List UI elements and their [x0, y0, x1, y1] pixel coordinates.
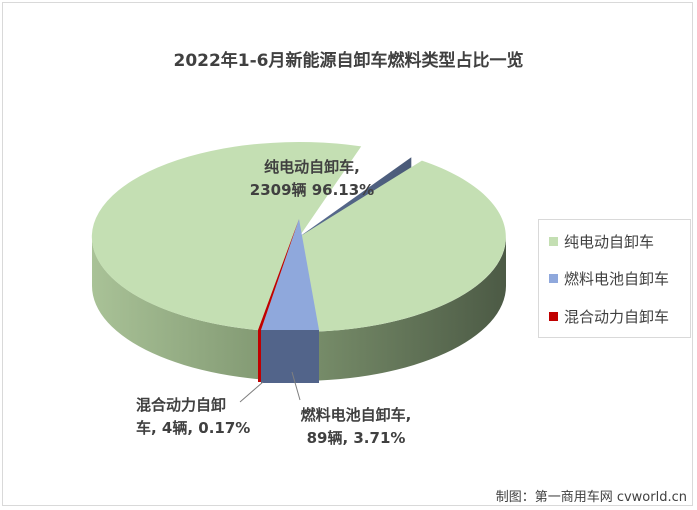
legend-label: 燃料电池自卸车 [564, 270, 670, 288]
pie-front-fuel-cell [261, 330, 319, 383]
chart-credit: 制图：第一商用车网 cvworld.cn [495, 490, 687, 505]
legend-swatch [549, 237, 558, 246]
data-label-fuel-cell-value: 89辆, 3.71% [307, 429, 406, 447]
pie-front-hybrid [258, 330, 261, 382]
chart-title: 2022年1-6月新能源自卸车燃料类型占比一览 [173, 51, 524, 71]
legend-item-battery-electric: 纯电动自卸车 [549, 231, 654, 252]
legend-label: 混合动力自卸车 [564, 308, 670, 326]
legend-item-hybrid: 混合动力自卸车 [549, 306, 669, 327]
legend-item-fuel-cell: 燃料电池自卸车 [549, 268, 669, 289]
legend-swatch [549, 312, 558, 321]
data-label-hybrid: 混合动力自卸 [136, 396, 226, 414]
pie-slice-fuel-cell [261, 219, 319, 330]
legend-label: 纯电动自卸车 [564, 233, 655, 251]
data-label-hybrid-value: 车, 4辆, 0.17% [136, 419, 250, 437]
pie-slice-hybrid [258, 219, 299, 330]
data-label-fuel-cell: 燃料电池自卸车, [301, 406, 412, 424]
leader-line-fuel-cell [291, 371, 301, 401]
pie-side-battery-electric [92, 237, 506, 381]
data-label-battery-electric-value: 2309辆 96.13% [250, 181, 374, 199]
data-label-battery-electric: 纯电动自卸车, [264, 158, 360, 176]
leader-line-hybrid [239, 381, 264, 403]
legend-swatch [549, 274, 558, 283]
legend: 纯电动自卸车 燃料电池自卸车 混合动力自卸车 [538, 219, 691, 338]
